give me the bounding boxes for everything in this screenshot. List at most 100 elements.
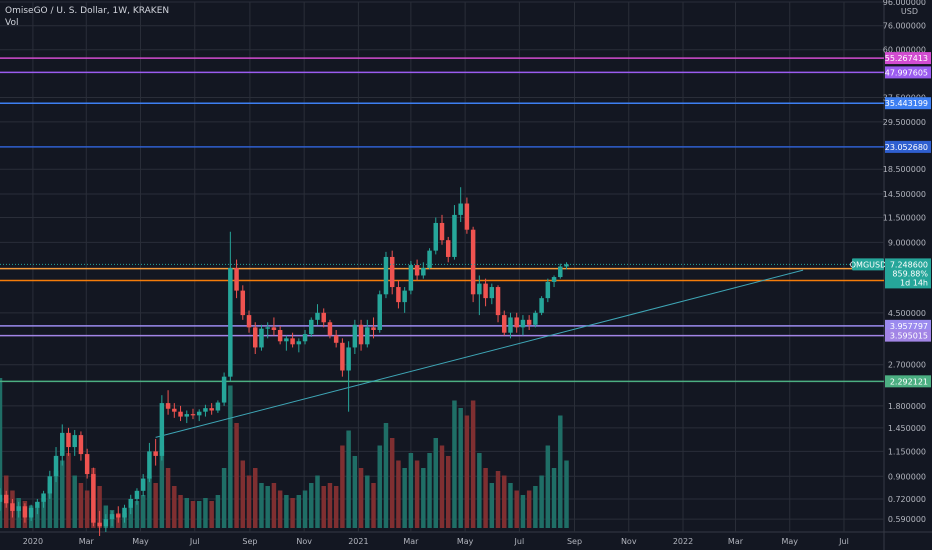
candle-body [259, 328, 264, 348]
volume-bar [84, 490, 90, 528]
volume-bar [495, 471, 501, 528]
volume-bar [427, 453, 432, 528]
candles [0, 187, 569, 536]
volume-bar [66, 453, 71, 528]
volume-bar [0, 378, 3, 528]
candle-body [495, 287, 501, 316]
candle-body [551, 277, 557, 282]
volume-bar [445, 456, 451, 528]
volume-bar [371, 483, 376, 528]
volume-bar [159, 445, 165, 528]
candle-body [452, 214, 457, 257]
y-tick-label: 4.500000 [888, 309, 926, 318]
x-tick-label: Jul [838, 537, 849, 546]
candle-body [545, 281, 551, 299]
level-label-box [885, 329, 931, 342]
y-tick-label: 1.800000 [888, 402, 926, 411]
volume-bar [327, 483, 333, 528]
x-tick-label: Nov [621, 537, 637, 546]
y-tick-label: 29.500000 [883, 118, 926, 127]
level-label-box [885, 375, 931, 388]
candle-body [147, 451, 152, 479]
volume-bar [60, 460, 65, 528]
volume-bar [402, 468, 407, 528]
volume-bar [315, 475, 320, 528]
volume-bar [140, 495, 146, 528]
candle-body [296, 341, 302, 345]
candle-body [221, 376, 227, 403]
candle-body [371, 327, 376, 330]
volume-bar [265, 486, 270, 528]
x-tick-label: Jul [189, 537, 200, 546]
candle-body [290, 338, 295, 345]
y-tick-label: 11.500000 [883, 214, 926, 223]
volume-bar [284, 495, 289, 528]
volume-bar [41, 498, 46, 528]
volume-bar [240, 460, 246, 528]
volume-bar [389, 438, 395, 528]
volume-bar [502, 475, 507, 528]
candle-body [408, 265, 414, 291]
volume-bar [321, 486, 326, 528]
candle-body [389, 256, 395, 288]
candle-body [116, 514, 121, 518]
volume-bar [396, 460, 401, 528]
candle-body [10, 503, 15, 511]
volume-bar [458, 408, 463, 528]
last-price-change: 859.88% [892, 269, 928, 278]
trendline[interactable] [155, 269, 804, 438]
volume-bar [421, 468, 426, 528]
y-tick-label: 2.700000 [888, 361, 926, 370]
volume-bar [383, 423, 389, 528]
last-price-value: 7.248600 [890, 260, 928, 269]
volume-bar [246, 475, 252, 528]
candle-body [109, 514, 115, 520]
level-label-box [885, 319, 931, 332]
candle-body [41, 493, 46, 502]
volume-bar [234, 423, 239, 528]
candle-body [383, 256, 389, 295]
candle-body [477, 283, 482, 295]
level-label: 3.595015 [890, 332, 928, 341]
candle-body [246, 315, 252, 328]
candle-body [0, 494, 3, 502]
volume-bar [545, 445, 551, 528]
last-price-box [885, 258, 931, 289]
volume-bar [178, 495, 183, 528]
candle-body [327, 322, 333, 336]
candle-body [333, 335, 339, 343]
time-axis[interactable]: 2020 Mar May Jul Sep Nov 2021 Mar May Jul Sep Nov 20… [23, 537, 849, 546]
candle-body [172, 408, 177, 412]
candle-body [234, 267, 239, 291]
x-tick-label: 2022 [673, 537, 693, 546]
volume-bar [539, 475, 544, 528]
candle-body [252, 327, 258, 348]
x-tick-label: 2020 [23, 537, 43, 546]
candle-body [365, 327, 370, 345]
candle-body [309, 319, 314, 335]
volume-bar [184, 498, 190, 528]
candle-body [103, 519, 109, 527]
y-tick-label: 76.000000 [883, 22, 926, 31]
candle-body [514, 317, 519, 328]
level-label-box [885, 66, 931, 79]
candle-body [60, 432, 65, 456]
y-tick-label: 1.150000 [888, 447, 926, 456]
volume-bar [489, 483, 495, 528]
level-label-box [885, 97, 931, 110]
volume-bar [215, 495, 221, 528]
symbol-title: OmiseGO / U. S. Dollar, 1W, KRAKEN [5, 6, 170, 16]
candle-body [558, 266, 563, 278]
level-label: 35.443199 [885, 99, 928, 108]
level-label: 55.267413 [885, 54, 928, 63]
candle-body [16, 506, 21, 511]
volume-bar [551, 468, 557, 528]
volume-bar [78, 483, 84, 528]
level-label: 47.997605 [885, 68, 928, 77]
volume-bar [296, 495, 302, 528]
candle-body [91, 474, 96, 523]
level-label: 3.957797 [890, 322, 928, 331]
horizontal-levels[interactable] [0, 57, 884, 383]
candle-body [84, 454, 90, 475]
